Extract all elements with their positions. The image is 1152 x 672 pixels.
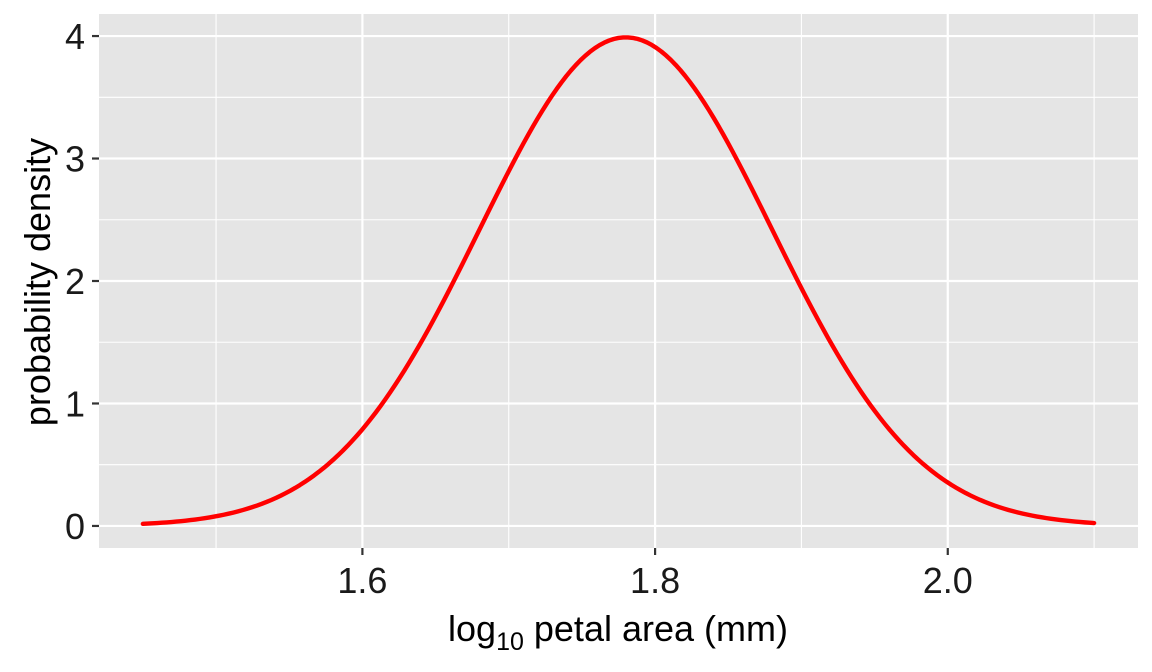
y-axis-title: probability density xyxy=(17,138,58,426)
y-tick-label: 4 xyxy=(65,16,85,57)
density-curve xyxy=(140,35,1097,527)
series-layer xyxy=(140,35,1097,527)
y-tick-label: 0 xyxy=(65,506,85,547)
major-gridlines xyxy=(99,14,1138,548)
y-tick-label: 3 xyxy=(65,139,85,180)
x-axis-title: log10 petal area (mm) xyxy=(448,608,788,656)
y-tick-label: 1 xyxy=(65,383,85,424)
x-axis-title-log: log xyxy=(448,608,496,649)
y-tick-label: 2 xyxy=(65,261,85,302)
x-tick-label: 2.0 xyxy=(923,560,973,601)
x-axis-title-rest: petal area (mm) xyxy=(524,608,788,649)
x-tick-label: 1.6 xyxy=(337,560,387,601)
x-tick-label: 1.8 xyxy=(630,560,680,601)
x-axis: 1.6 1.8 2.0 xyxy=(337,548,973,601)
x-axis-title-subscript: 10 xyxy=(496,628,524,656)
y-axis: 0 1 2 3 4 xyxy=(65,16,99,547)
